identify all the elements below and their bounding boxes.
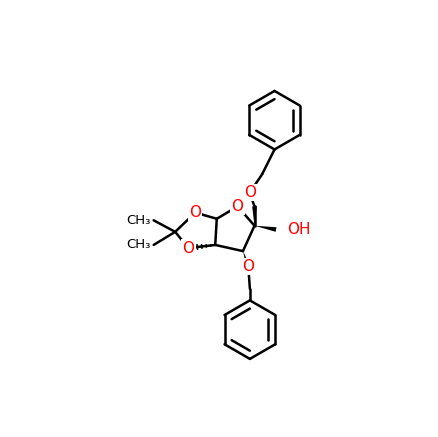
- Text: OH: OH: [288, 222, 311, 237]
- Text: O: O: [242, 259, 254, 274]
- Text: O: O: [244, 185, 256, 200]
- Text: O: O: [232, 199, 244, 214]
- Text: O: O: [242, 259, 254, 274]
- Text: O: O: [182, 240, 194, 256]
- Text: OH: OH: [288, 222, 311, 237]
- Polygon shape: [195, 211, 217, 219]
- Text: O: O: [189, 205, 201, 220]
- Text: CH₃: CH₃: [126, 214, 151, 227]
- Text: O: O: [232, 199, 244, 214]
- Text: O: O: [182, 240, 194, 256]
- Text: O: O: [189, 205, 201, 220]
- Text: CH₃: CH₃: [126, 239, 151, 251]
- Polygon shape: [252, 206, 257, 225]
- Polygon shape: [254, 225, 276, 232]
- Text: O: O: [244, 185, 256, 200]
- Polygon shape: [243, 251, 250, 267]
